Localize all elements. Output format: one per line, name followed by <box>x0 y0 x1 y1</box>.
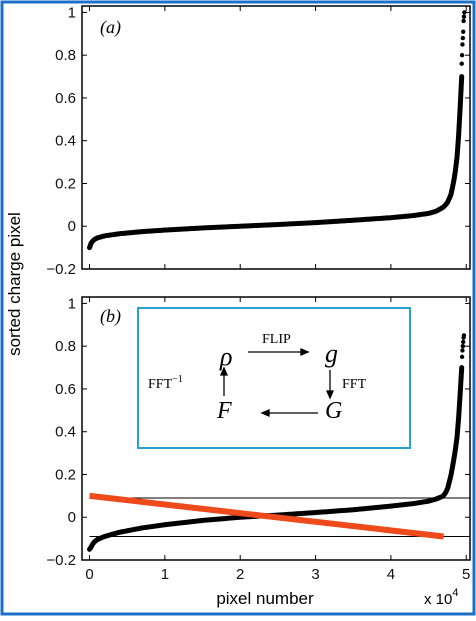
x-tick-label: 2 <box>236 566 244 583</box>
inset-g: g <box>325 339 338 368</box>
panel-a-label: (a) <box>100 17 121 38</box>
y-tick-label: 0.4 <box>55 133 76 150</box>
panel-a-axes <box>81 5 471 270</box>
data-point <box>459 354 465 360</box>
x-tick-label: 1 <box>161 566 169 583</box>
inset-fft-label: FFT <box>342 377 367 392</box>
x-tick-label: 4 <box>387 566 395 583</box>
panel-b-ticks: −0.2 0 0.2 0.4 0.6 0.8 1 0 1 2 3 4 5 <box>46 295 470 583</box>
data-point <box>461 14 467 19</box>
data-point <box>461 333 467 338</box>
y-tick-label: 1 <box>68 4 76 21</box>
y-tick-label: −0.2 <box>46 261 76 278</box>
y-tick-label: 0.4 <box>55 424 76 441</box>
panel-b-fit <box>89 492 444 540</box>
data-point <box>460 42 465 47</box>
data-point <box>462 10 467 15</box>
arrow-fft-head <box>326 390 334 400</box>
inset-fft-inv-label: FFT−1 <box>148 374 183 392</box>
panel-b-reference-lines <box>89 497 470 537</box>
y-tick-label: 0.6 <box>55 381 76 398</box>
y-tick-label: 0.8 <box>55 47 76 64</box>
y-tick-label: −0.2 <box>46 552 76 569</box>
data-point <box>461 29 466 34</box>
arrow-g-to-f-head <box>260 409 270 417</box>
inset-G: G <box>325 398 342 424</box>
data-point <box>461 339 466 345</box>
x-tick-label: 3 <box>311 566 319 583</box>
inset-flip-label: FLIP <box>262 332 291 347</box>
x-axis-label: pixel number <box>216 589 314 608</box>
arrow-fft-inv-head <box>220 366 228 376</box>
panel-a-ticks: −0.2 0 0.2 0.4 0.6 0.8 1 <box>46 4 470 278</box>
y-axis-label: sorted charge pixel <box>5 212 24 356</box>
arrow-flip-head <box>300 348 310 356</box>
sorted-charge-curve <box>87 74 465 251</box>
y-tick-label: 0 <box>68 509 76 526</box>
panel-a-series <box>87 10 467 251</box>
data-point <box>459 52 465 58</box>
y-tick-label: 0.8 <box>55 338 76 355</box>
data-point <box>460 35 466 41</box>
data-point <box>461 18 466 24</box>
x-tick-label: 5 <box>462 566 470 583</box>
y-tick-label: 0 <box>68 218 76 235</box>
y-tick-label: 0.6 <box>55 90 76 107</box>
y-tick-label: 1 <box>68 295 76 312</box>
x-multiplier: x 104 <box>424 587 458 608</box>
panel-b-label: (b) <box>100 306 121 327</box>
data-point <box>459 61 464 66</box>
data-point <box>460 343 466 349</box>
y-tick-label: 0.2 <box>55 175 76 192</box>
inset-rho: ρ <box>219 342 232 371</box>
fit-line <box>89 492 444 540</box>
panel-b-axes <box>81 296 471 561</box>
x-tick-label: 0 <box>85 566 93 583</box>
inset-diagram: ρ g F G FLIP FFT FFT−1 <box>137 307 411 449</box>
inset-F: F <box>216 398 232 424</box>
data-point <box>460 348 465 353</box>
y-tick-label: 0.2 <box>55 466 76 483</box>
inset-border <box>137 307 411 449</box>
inset-arrows <box>220 348 334 417</box>
